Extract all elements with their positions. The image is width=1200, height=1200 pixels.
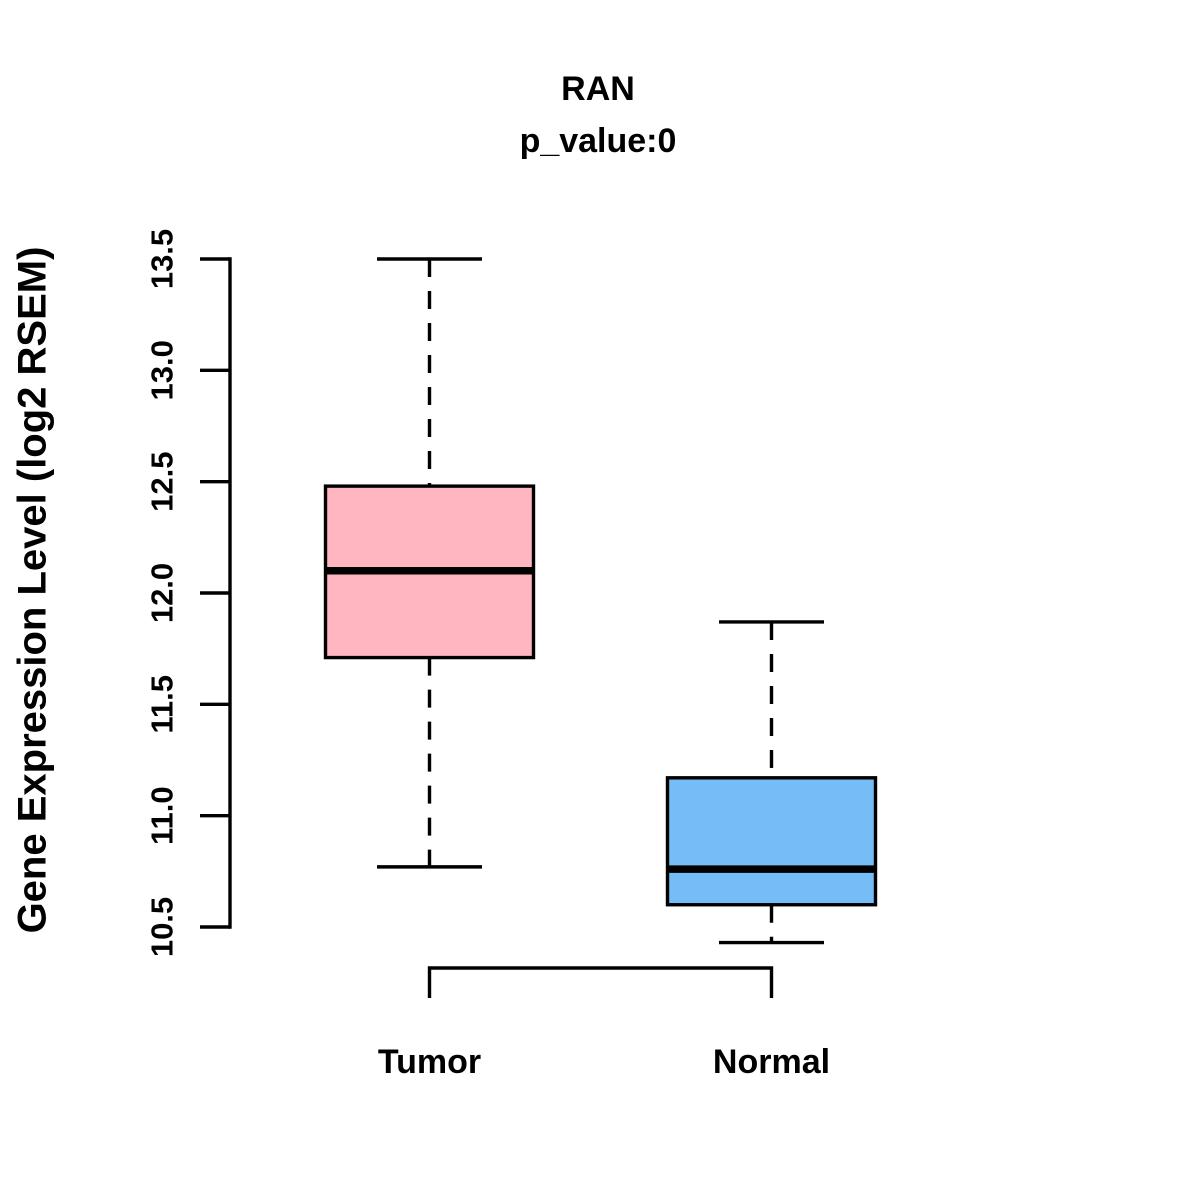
y-axis-tick-label: 13.0 — [145, 340, 180, 400]
y-axis-tick-label: 12.5 — [145, 451, 180, 511]
y-axis-tick-label: 12.0 — [145, 563, 180, 623]
chart-subtitle: p_value:0 — [519, 122, 677, 161]
y-axis-tick-label: 13.5 — [145, 229, 180, 289]
chart-title: RAN — [561, 70, 635, 108]
x-label-tumor: Tumor — [378, 1043, 481, 1081]
comparison-bracket — [427, 966, 774, 998]
y-axis-tick-label: 10.5 — [145, 897, 180, 957]
y-axis-tick-label: 11.5 — [145, 675, 180, 734]
y-axis-tick-label: 11.0 — [145, 786, 180, 845]
x-label-normal: Normal — [713, 1043, 830, 1081]
normal-box — [665, 776, 878, 907]
title-block: RAN p_value:0 — [230, 70, 966, 161]
